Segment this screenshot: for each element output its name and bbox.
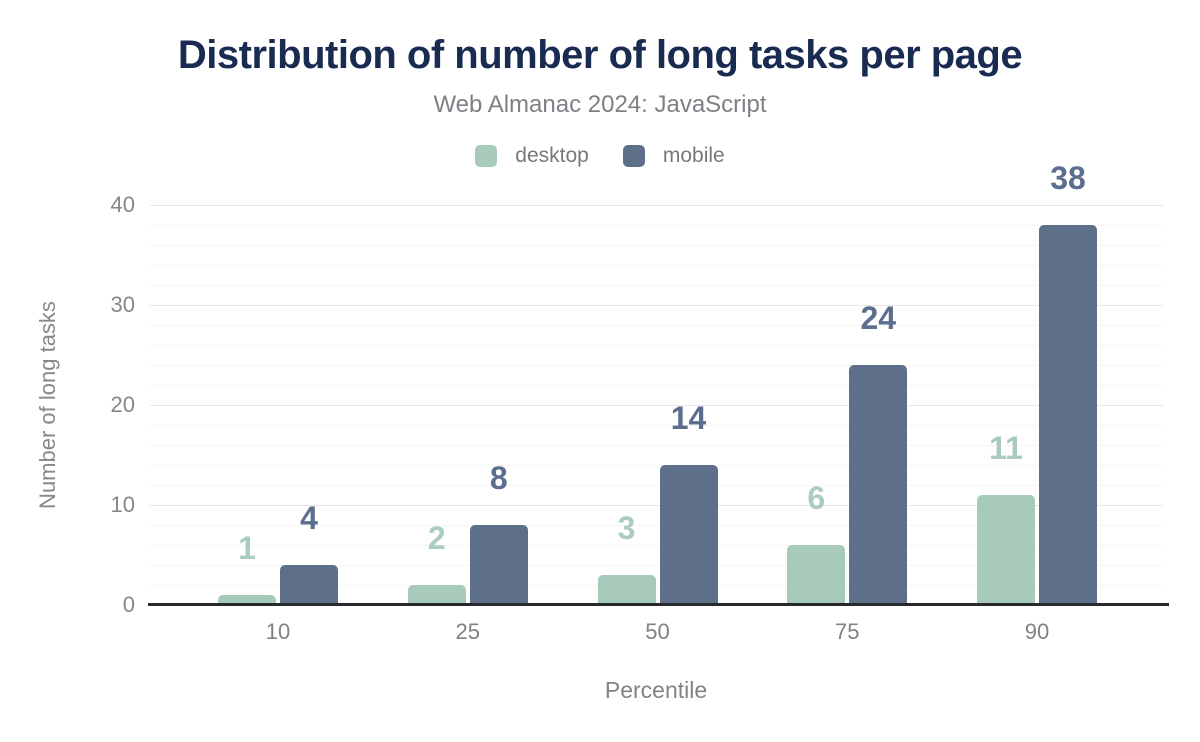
bar-mobile-p90 (1039, 225, 1097, 605)
y-axis-tick-label: 0 (122, 592, 135, 617)
legend-label-mobile: mobile (662, 144, 725, 167)
minor-gridline (150, 284, 1163, 286)
chart-title: Distribution of number of long tasks per… (177, 33, 1023, 77)
y-axis-tick-label: 20 (110, 392, 135, 417)
bar-mobile-p25 (469, 525, 528, 605)
minor-gridline (150, 424, 1163, 426)
legend-label-desktop: desktop (515, 144, 589, 167)
x-axis-tick-label: 50 (645, 619, 670, 644)
minor-gridline (150, 384, 1163, 386)
legend-swatch-mobile (622, 145, 645, 167)
y-axis-tick-label: 40 (110, 192, 135, 217)
major-gridline (150, 304, 1163, 306)
y-axis-tick-label: 30 (110, 292, 135, 317)
data-label-desktop-p90: 11 (989, 430, 1023, 466)
data-label-mobile-p90: 38 (1050, 160, 1086, 196)
x-axis-tick-label: 75 (835, 619, 860, 644)
plot-area: 1 4 10 2 8 25 3 14 50 6 24 75 11 38 90 (148, 162, 1169, 644)
y-axis-tick-label: 10 (110, 492, 135, 517)
major-gridline (150, 204, 1163, 206)
data-label-desktop-p75: 6 (807, 480, 826, 516)
minor-gridline (150, 464, 1163, 466)
x-axis-tick-label: 90 (1024, 619, 1050, 644)
bar-desktop-p75 (787, 545, 846, 605)
data-label-mobile-p25: 8 (489, 460, 508, 496)
data-label-desktop-p10: 1 (238, 530, 256, 566)
minor-gridline (150, 344, 1163, 346)
minor-gridline (150, 364, 1163, 366)
bar-desktop-p10 (218, 595, 276, 605)
data-label-desktop-p25: 2 (427, 520, 446, 556)
legend-item-desktop: desktop (475, 144, 589, 168)
bar-mobile-p10 (280, 565, 338, 605)
data-label-mobile-p75: 24 (860, 300, 897, 336)
chart-subtitle: Web Almanac 2024: JavaScript (433, 91, 767, 118)
data-label-desktop-p50: 3 (617, 510, 636, 546)
major-gridline (150, 404, 1163, 406)
minor-gridline (150, 484, 1163, 486)
legend: desktop mobile (0, 144, 1200, 168)
data-label-mobile-p50: 14 (670, 400, 707, 436)
legend-item-mobile: mobile (622, 144, 725, 168)
bar-mobile-p50 (659, 465, 718, 605)
bar-desktop-p50 (597, 575, 656, 605)
minor-gridline (150, 524, 1163, 526)
minor-gridline (150, 444, 1163, 446)
minor-gridline (150, 324, 1163, 326)
bar-desktop-p90 (977, 495, 1035, 605)
minor-gridline (150, 244, 1163, 246)
bar-desktop-p25 (407, 585, 466, 605)
data-label-mobile-p10: 4 (300, 500, 318, 536)
major-gridline (150, 504, 1163, 506)
x-axis-tick-label: 10 (265, 619, 291, 644)
x-axis-title: Percentile (604, 677, 708, 703)
minor-gridline (150, 564, 1163, 566)
x-axis-line (148, 603, 1169, 606)
minor-gridline (150, 584, 1163, 586)
minor-gridline (150, 544, 1163, 546)
minor-gridline (150, 224, 1163, 226)
x-axis-tick-label: 25 (455, 619, 480, 644)
minor-gridline (150, 264, 1163, 266)
legend-swatch-desktop (475, 145, 498, 167)
bar-mobile-p75 (849, 365, 908, 605)
